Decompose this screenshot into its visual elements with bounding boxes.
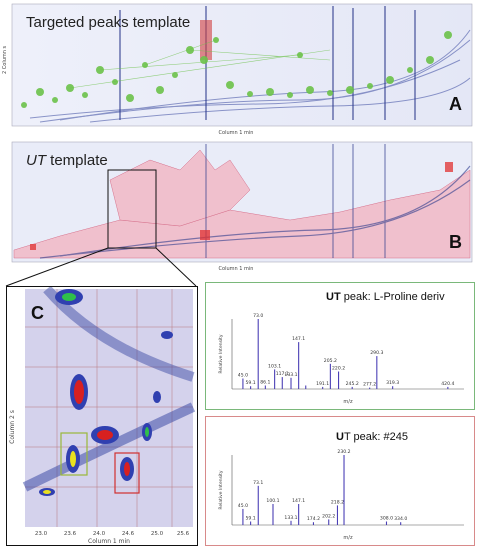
- spectrum-2-y-label: Relative Intensity: [218, 470, 224, 510]
- panel-b-title-italic: UT: [26, 152, 46, 169]
- spectrum-2-peak-label: 147.1: [292, 498, 305, 504]
- spectrum-1-panel: UT peak: L-Proline deriv 45.0 59.1 73.0 86.…: [205, 282, 475, 410]
- spectrum-2-peak-label: 308.0: [380, 516, 393, 522]
- spectrum-1-peak-label: 73.0: [253, 313, 263, 319]
- spectrum-1-peak-label: 59.1: [245, 380, 255, 386]
- panel-a-plot: 2 Column s Column 1 min: [2, 3, 473, 136]
- spectrum-2-title: UT peak: #245: [336, 431, 408, 443]
- spectrum-1-peak-label: 86.1: [260, 380, 270, 386]
- spectrum-1-peak-label: 103.1: [268, 363, 281, 369]
- spectrum-2-x-label: m/z: [343, 535, 353, 541]
- panel-c-x-tick: 25.6: [177, 531, 190, 537]
- spectrum-2-peak-label: 218.2: [331, 499, 344, 505]
- panel-b-title-rest: template: [46, 152, 108, 169]
- spectrum-1-peak-label: 245.2: [346, 381, 359, 387]
- spectrum-1-title-rest: peak: L-Proline deriv: [340, 291, 445, 303]
- panel-b-x-axis-label: Column 1 min: [219, 266, 254, 272]
- panel-c-x-axis-label: Column 1 min: [88, 538, 130, 545]
- spectrum-2-peak-label: 230.2: [337, 449, 350, 455]
- spectrum-1-peak-label: 147.1: [292, 336, 305, 342]
- panel-b-letter: B: [449, 232, 462, 252]
- panel-c-x-tick: 24.6: [122, 531, 135, 537]
- panel-c-x-ticks: 23.0 23.6 24.0 24.6 25.0 25.6: [35, 531, 190, 537]
- spectrum-1-title: UT peak: L-Proline deriv: [326, 291, 445, 303]
- spectrum-1-y-label: Relative Intensity: [218, 334, 224, 374]
- spectrum-2-peak-label: 45.0: [238, 503, 248, 509]
- spectrum-1-peak-label: 277.2: [363, 382, 376, 388]
- panel-a-x-axis-label: Column 1 min: [219, 130, 254, 136]
- panel-b-plot: Column 1 min: [11, 141, 473, 272]
- spectrum-2-peak-label: 100.1: [266, 498, 279, 504]
- spectrum-2-panel: UT peak: #245 45.0 59.1 73.1 100.1 133.1 147.…: [205, 416, 475, 546]
- panel-b-title: UT template: [26, 152, 108, 169]
- panel-c-y-axis-label: Column 2 s: [9, 410, 16, 444]
- spectrum-1-peak-label: 319.3: [386, 380, 399, 386]
- spectrum-2-title-bold: U: [336, 431, 344, 443]
- spectrum-2-peak-label: 202.2: [322, 513, 335, 519]
- spectrum-2-title-rest: T peak: #245: [343, 431, 408, 443]
- spectrum-2-peak-label: 73.1: [253, 480, 263, 486]
- panel-c-x-tick: 24.0: [93, 531, 106, 537]
- spectrum-2-peak-label: 133.1: [284, 515, 297, 521]
- spectrum-1-peak-label: 117.1: [276, 371, 289, 377]
- spectrum-1-peak-label: 420.4: [441, 381, 454, 387]
- panel-c-x-tick: 23.0: [35, 531, 48, 537]
- spectrum-2-peak-label: 334.0: [394, 516, 407, 522]
- panel-c-plot: Column 2 s 23.0 23.6 24.0 24.6 25.0 25.6…: [9, 287, 196, 545]
- panel-c-letter: C: [31, 303, 44, 323]
- panel-c-x-tick: 25.0: [151, 531, 164, 537]
- spectrum-2-peak-label: 59.1: [245, 516, 255, 522]
- spectrum-1-peak-label: 45.0: [238, 373, 248, 379]
- panel-c-zoom: Column 2 s 23.0 23.6 24.0 24.6 25.0 25.6…: [6, 286, 198, 546]
- spectrum-1-x-label: m/z: [343, 399, 353, 405]
- panel-c-x-tick: 23.6: [64, 531, 77, 537]
- panel-a-title: Targeted peaks template: [26, 14, 191, 31]
- panel-a-targeted-template: 2 Column s Column 1 min Targeted peaks t…: [0, 0, 480, 138]
- panel-a-y-axis-label: 2 Column s: [2, 45, 8, 74]
- panel-b-ut-template: Column 1 min UT template B: [0, 140, 480, 272]
- spectrum-1-peak-label: 220.2: [332, 366, 345, 372]
- spectrum-2-peak-label: 174.2: [307, 516, 320, 522]
- spectrum-1-peak-label: 191.1: [316, 381, 329, 387]
- spectrum-1-title-bold: UT: [326, 291, 341, 303]
- panel-a-letter: A: [449, 94, 462, 114]
- spectrum-1-peak-label: 133.1: [284, 372, 297, 378]
- spectrum-1-peak-label: 205.2: [324, 358, 337, 364]
- spectrum-1-peak-label: 290.3: [370, 350, 383, 356]
